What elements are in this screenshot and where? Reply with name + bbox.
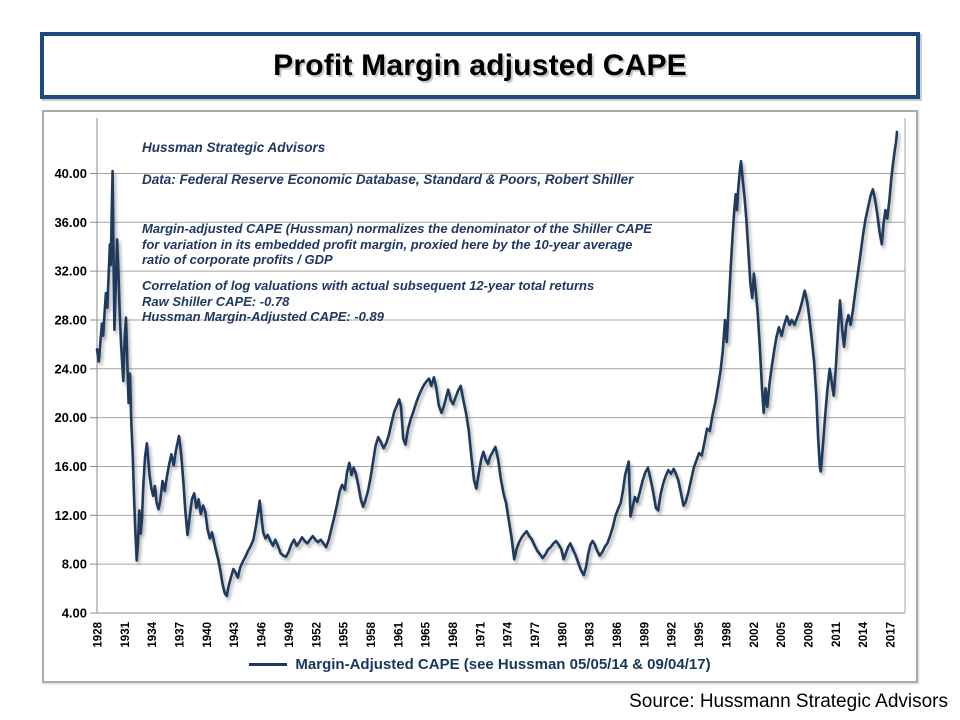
x-tick-label: 1968 (448, 621, 460, 647)
x-tick-label: 1986 (612, 622, 624, 648)
x-tick-label: 1946 (257, 622, 269, 648)
x-axis-labels: 1928 1931 1934 1937 1940 1943 1946 1949 1952 1955… (93, 621, 898, 647)
chart-legend: Margin-Adjusted CAPE (see Hussman 05/05/… (44, 654, 916, 674)
x-tick-label: 1995 (694, 621, 706, 647)
x-tick-label: 1961 (393, 621, 405, 647)
x-tick-label: 1931 (120, 621, 132, 647)
y-tick-label: 12.00 (54, 508, 87, 523)
annotation-advisor-name: Hussman Strategic Advisors (142, 140, 326, 155)
y-tick-label: 8.00 (62, 557, 87, 572)
page-title: Profit Margin adjusted CAPE (273, 48, 687, 82)
source-credit: Source: Hussmann Strategic Advisors (629, 691, 948, 712)
axes (90, 118, 906, 614)
annotation-line: ratio of corporate profits / GDP (142, 252, 333, 267)
x-tick-label: 1998 (721, 621, 733, 647)
y-tick-label: 28.00 (54, 312, 87, 327)
y-tick-label: 4.00 (62, 606, 87, 621)
annotation-description: Margin-adjusted CAPE (Hussman) normalize… (142, 221, 652, 268)
x-tick-label: 1937 (175, 622, 187, 648)
x-tick-label: 2008 (803, 621, 815, 647)
x-tick-label: 1977 (530, 622, 542, 648)
legend-line-swatch (249, 662, 288, 666)
legend-label: Margin-Adjusted CAPE (see Hussman 05/05/… (295, 655, 711, 673)
annotation-line: Margin-adjusted CAPE (Hussman) normalize… (142, 221, 652, 236)
y-tick-label: 36.00 (54, 215, 87, 230)
cape-line-chart: 1928 1931 1934 1937 1940 1943 1946 1949 1952 1955… (54, 118, 906, 648)
y-axis-labels: 40.00 36.00 32.00 28.00 24.00 20.00 16.00 12.00… (54, 166, 87, 621)
x-tick-label: 1992 (667, 622, 679, 648)
x-tick-label: 1983 (585, 622, 597, 648)
x-tick-label: 1943 (229, 622, 241, 648)
x-tick-label: 1971 (475, 621, 487, 647)
x-tick-label: 1955 (339, 621, 351, 647)
x-tick-label: 2017 (886, 622, 898, 648)
annotation-line: Raw Shiller CAPE: -0.78 (142, 293, 290, 309)
x-tick-label: 2014 (858, 621, 870, 647)
chart-area: 1928 1931 1934 1937 1940 1943 1946 1949 1952 1955… (42, 110, 918, 683)
annotation-line: for variation in its embedded profit mar… (142, 236, 633, 252)
annotation-line: Hussman Margin-Adjusted CAPE: -0.89 (142, 309, 384, 324)
y-tick-label: 24.00 (54, 361, 87, 376)
y-tick-label: 16.00 (54, 459, 87, 474)
x-tick-label: 1949 (284, 622, 296, 648)
x-tick-label: 2002 (749, 622, 761, 648)
x-tick-label: 1940 (202, 622, 214, 648)
annotation-data-credit: Data: Federal Reserve Economic Database,… (142, 172, 634, 187)
annotation-line: Correlation of log valuations with actua… (142, 278, 595, 293)
title-box: Profit Margin adjusted CAPE (40, 32, 920, 99)
x-tick-label: 1965 (421, 621, 433, 647)
x-tick-label: 1928 (93, 621, 105, 647)
x-tick-label: 1958 (366, 621, 378, 647)
x-tick-label: 1974 (503, 621, 515, 647)
x-tick-label: 2011 (831, 621, 843, 647)
gridlines (97, 172, 905, 614)
annotation-correlation: Correlation of log valuations with actua… (142, 278, 594, 325)
x-tick-label: 1980 (557, 622, 569, 648)
x-tick-label: 2005 (776, 621, 788, 647)
margin-adjusted-cape-line (95, 130, 899, 598)
y-tick-label: 20.00 (54, 410, 87, 425)
x-tick-label: 1934 (147, 621, 159, 647)
x-tick-label: 1952 (311, 622, 323, 648)
x-tick-label: 1989 (639, 622, 651, 648)
y-tick-label: 40.00 (54, 166, 87, 181)
y-tick-label: 32.00 (54, 264, 87, 279)
